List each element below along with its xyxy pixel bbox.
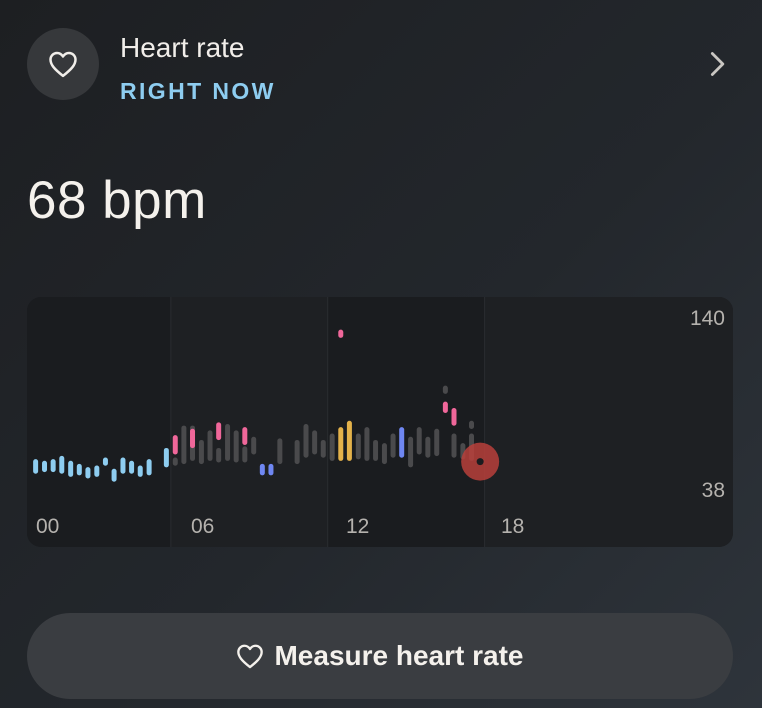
heart-outline-icon (237, 644, 264, 669)
time-band (170, 297, 328, 547)
current-heart-rate: 68 bpm (27, 171, 207, 230)
heart-icon-badge (27, 28, 99, 100)
x-tick-label: 12 (346, 515, 369, 538)
card-header[interactable]: Heart rate RIGHT NOW (27, 28, 735, 104)
time-band (484, 297, 733, 547)
card-subtitle: RIGHT NOW (120, 78, 276, 104)
measure-button-label: Measure heart rate (274, 640, 524, 671)
card-title: Heart rate (120, 32, 245, 63)
heart-rate-chart-svg: 140 38 00 06 12 18 (27, 297, 733, 547)
current-reading-dot (476, 458, 484, 466)
y-tick-label: 140 (690, 307, 725, 330)
heart-rate-chart: 140 38 00 06 12 18 (27, 297, 733, 547)
x-tick-label: 06 (191, 515, 214, 538)
time-band (327, 297, 485, 547)
x-tick-label: 18 (501, 515, 524, 538)
heart-icon (49, 51, 77, 78)
chevron-right-icon[interactable] (703, 50, 731, 78)
x-tick-label: 00 (36, 515, 59, 538)
y-tick-label: 38 (702, 479, 725, 502)
measure-heart-rate-button[interactable]: Measure heart rate (27, 613, 733, 699)
time-band (27, 297, 171, 547)
